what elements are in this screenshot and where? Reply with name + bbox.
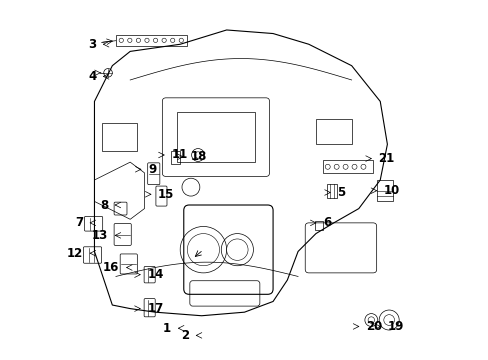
Bar (176, 112, 255, 162)
Text: 12: 12 (67, 247, 83, 260)
Bar (376, 180, 392, 202)
Text: 18: 18 (190, 150, 206, 163)
Text: 8: 8 (100, 198, 108, 212)
Text: 16: 16 (103, 261, 119, 274)
Text: 6: 6 (323, 216, 331, 229)
Text: 11: 11 (171, 148, 187, 162)
Text: 4: 4 (88, 70, 96, 83)
Text: 5: 5 (337, 186, 345, 199)
Text: 14: 14 (147, 268, 163, 281)
Text: 20: 20 (365, 320, 382, 333)
Bar (323, 160, 372, 173)
Text: 2: 2 (181, 329, 189, 342)
Text: 10: 10 (383, 184, 399, 197)
Bar (315, 119, 351, 144)
Text: 13: 13 (92, 229, 108, 242)
Text: 19: 19 (386, 320, 403, 333)
Text: 1: 1 (163, 322, 171, 335)
Text: 3: 3 (88, 38, 96, 51)
Text: 7: 7 (75, 216, 83, 229)
Bar (102, 123, 137, 152)
Text: 9: 9 (148, 163, 156, 176)
Text: 21: 21 (378, 152, 394, 165)
Bar (116, 35, 187, 46)
Bar (315, 221, 323, 230)
Text: 17: 17 (147, 302, 163, 315)
Text: 15: 15 (158, 188, 174, 201)
Bar (171, 152, 180, 164)
